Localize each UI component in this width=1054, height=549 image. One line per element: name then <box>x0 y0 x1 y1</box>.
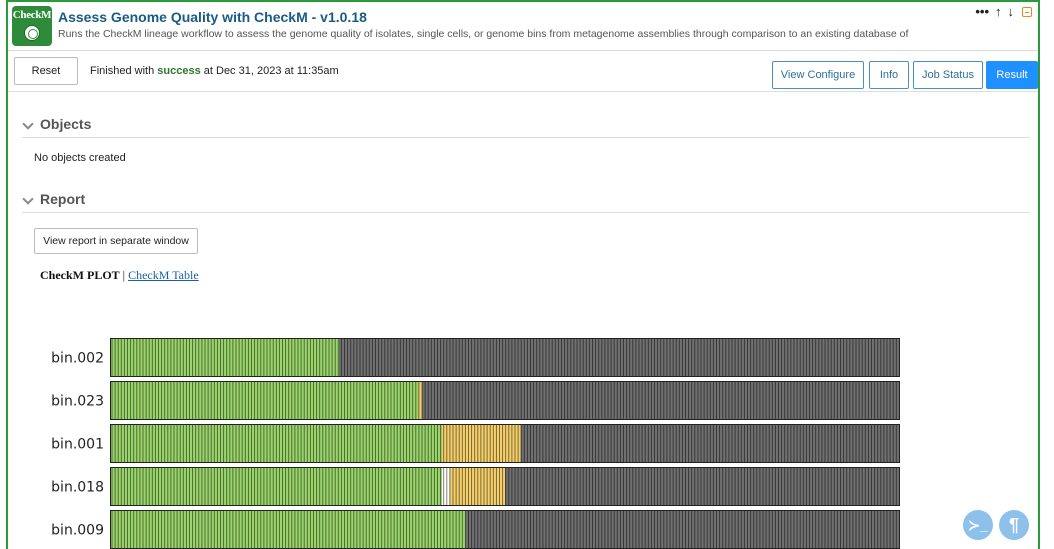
bar-row-bin.023: bin.023 <box>51 381 900 420</box>
terminal-icon[interactable]: ≻_ <box>963 510 993 540</box>
app-header: CheckM Assess Genome Quality with CheckM… <box>8 2 1038 50</box>
job-status-button[interactable]: Job Status <box>913 61 983 89</box>
bar-row-bin.009: bin.009 <box>51 510 900 549</box>
bar-segment <box>110 338 340 377</box>
collapse-icon[interactable] <box>1022 6 1032 17</box>
bar-row-bin.002: bin.002 <box>51 338 901 377</box>
bar-stripes <box>111 510 900 549</box>
bar-segment <box>418 381 423 420</box>
objects-section-header[interactable]: Objects <box>22 112 1030 138</box>
globe-icon <box>24 25 40 41</box>
bar-stripes <box>111 338 900 377</box>
view-configure-button[interactable]: View Configure <box>772 61 864 89</box>
app-cell: CheckM Assess Genome Quality with CheckM… <box>6 0 1040 549</box>
job-status-text: Finished with success at Dec 31, 2023 at… <box>90 65 339 77</box>
tick-label: bin.001 <box>51 437 104 453</box>
reset-button[interactable]: Reset <box>14 57 78 85</box>
bar-stripes <box>111 424 900 463</box>
app-title[interactable]: Assess Genome Quality with CheckM - v1.0… <box>58 9 367 25</box>
bar-segment <box>441 467 450 506</box>
checkm-plot: bin.002 bin.023 bin.001 bin.018 bin.009 <box>51 338 901 549</box>
tab-separator: | <box>122 268 126 282</box>
status-success: success <box>157 65 201 77</box>
move-up-icon[interactable]: ↑ <box>995 4 1002 19</box>
objects-heading: Objects <box>40 116 92 132</box>
cell-toolbar: Reset Finished with success at Dec 31, 2… <box>8 50 1038 92</box>
checkm-table-link[interactable]: CheckM Table <box>128 268 199 282</box>
paragraph-icon[interactable]: ¶ <box>999 510 1029 540</box>
report-tabs: CheckM PLOT | CheckM Table <box>40 268 199 283</box>
report-heading: Report <box>40 191 86 207</box>
checkm-plot-tab[interactable]: CheckM PLOT <box>40 268 120 282</box>
checkm-app-icon: CheckM <box>12 6 52 46</box>
tick-label: bin.002 <box>51 351 104 367</box>
app-icon-label: CheckM <box>12 9 52 21</box>
tick-label: bin.023 <box>51 394 104 410</box>
view-report-separate-button[interactable]: View report in separate window <box>34 228 198 254</box>
bar-stripes <box>111 467 900 506</box>
report-section-header[interactable]: Report <box>22 187 1030 213</box>
tick-label: bin.018 <box>51 480 104 496</box>
status-prefix: Finished with <box>90 65 155 77</box>
bar-border <box>110 467 900 506</box>
bar-stripes <box>111 381 900 420</box>
more-options-icon[interactable]: ••• <box>975 4 989 19</box>
bar-border <box>110 424 900 463</box>
app-subtitle: Runs the CheckM lineage workflow to asse… <box>58 28 909 40</box>
bar-row-bin.001: bin.001 <box>51 424 900 463</box>
bar-border <box>110 338 900 377</box>
bar-row-bin.018: bin.018 <box>51 467 900 506</box>
tick-label: bin.009 <box>51 523 104 539</box>
info-button[interactable]: Info <box>869 61 909 89</box>
cell-controls: ••• ↑ ↓ <box>975 4 1032 19</box>
bar-segment <box>110 510 466 549</box>
status-timestamp: at Dec 31, 2023 at 11:35am <box>203 65 339 77</box>
chevron-down-icon[interactable] <box>22 193 34 205</box>
result-button[interactable]: Result <box>986 61 1038 89</box>
no-objects-text: No objects created <box>34 152 126 164</box>
move-down-icon[interactable]: ↓ <box>1007 4 1015 19</box>
chevron-down-icon[interactable] <box>22 118 34 130</box>
bar-border <box>110 381 900 420</box>
